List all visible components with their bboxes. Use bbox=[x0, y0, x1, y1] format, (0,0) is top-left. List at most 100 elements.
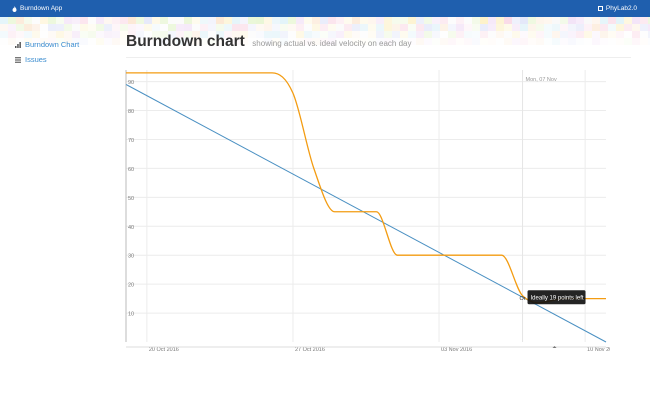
banner-tile bbox=[472, 17, 480, 24]
sidebar-item-burndown-chart[interactable]: Burndown Chart bbox=[15, 37, 115, 52]
banner-tile bbox=[456, 24, 464, 31]
banner-tile bbox=[160, 17, 168, 24]
banner-tile bbox=[192, 17, 200, 24]
banner-tile bbox=[400, 31, 408, 38]
banner-tile bbox=[184, 31, 192, 38]
banner-tile bbox=[496, 38, 504, 45]
banner-tile bbox=[472, 38, 480, 45]
x-tick-label: 03 Nov 2016 bbox=[441, 347, 472, 353]
brand-link[interactable]: Burndown App bbox=[12, 0, 62, 17]
banner-tile bbox=[504, 24, 512, 31]
banner-tile bbox=[288, 38, 296, 45]
banner-tile bbox=[72, 17, 80, 24]
banner-tile bbox=[312, 24, 320, 31]
banner-tile bbox=[344, 38, 352, 45]
banner-tile bbox=[24, 17, 32, 24]
banner-tile bbox=[16, 24, 24, 31]
bar-chart-icon bbox=[15, 41, 21, 48]
banner-tile bbox=[248, 24, 256, 31]
banner-tile bbox=[16, 17, 24, 24]
decorative-banner bbox=[0, 17, 650, 45]
banner-tile bbox=[536, 31, 544, 38]
banner-tile bbox=[120, 24, 128, 31]
banner-tile bbox=[64, 17, 72, 24]
banner-tile bbox=[312, 17, 320, 24]
banner-tile bbox=[232, 24, 240, 31]
banner-tile bbox=[416, 17, 424, 24]
banner-tile bbox=[544, 31, 552, 38]
banner-tile bbox=[168, 24, 176, 31]
banner-tile bbox=[600, 17, 608, 24]
banner-tile bbox=[208, 24, 216, 31]
banner-tile bbox=[232, 38, 240, 45]
banner-tile bbox=[120, 31, 128, 38]
banner-tile bbox=[216, 24, 224, 31]
banner-tile bbox=[384, 31, 392, 38]
banner-tile bbox=[80, 17, 88, 24]
banner-tile bbox=[88, 38, 96, 45]
banner-tile bbox=[136, 31, 144, 38]
banner-tile bbox=[416, 38, 424, 45]
banner-tile bbox=[512, 24, 520, 31]
banner-tile bbox=[64, 24, 72, 31]
banner-tile bbox=[536, 17, 544, 24]
banner-tile bbox=[96, 17, 104, 24]
series-line-actual bbox=[126, 72, 606, 304]
banner-tile bbox=[552, 31, 560, 38]
banner-tile bbox=[72, 31, 80, 38]
banner-tile bbox=[392, 31, 400, 38]
banner-tile bbox=[368, 17, 376, 24]
banner-tile bbox=[280, 24, 288, 31]
banner-tile bbox=[328, 24, 336, 31]
burndown-chart[interactable]: 10 20 30 40 50 60 70 80 90 20 Oct 2016 27 Oct 2016… bbox=[124, 68, 610, 353]
banner-tile bbox=[376, 38, 384, 45]
banner-tile bbox=[600, 24, 608, 31]
banner-tile bbox=[352, 38, 360, 45]
banner-tile bbox=[440, 24, 448, 31]
page-header: Burndown chart showing actual vs. ideal … bbox=[126, 33, 631, 58]
project-link[interactable]: PhyLab2.0 bbox=[597, 0, 637, 17]
banner-tile bbox=[96, 38, 104, 45]
banner-tile bbox=[16, 31, 24, 38]
banner-tile bbox=[120, 17, 128, 24]
chart-canvas[interactable]: 10 20 30 40 50 60 70 80 90 20 Oct 2016 27 Oct 2016… bbox=[124, 68, 610, 353]
banner-tile bbox=[504, 31, 512, 38]
sidebar-item-issues[interactable]: Issues bbox=[15, 52, 115, 67]
banner-tile bbox=[544, 38, 552, 45]
banner-tile bbox=[528, 31, 536, 38]
banner-tile bbox=[312, 38, 320, 45]
banner-tile bbox=[216, 17, 224, 24]
banner-tile bbox=[32, 31, 40, 38]
banner-tile bbox=[512, 17, 520, 24]
banner-tile bbox=[584, 38, 592, 45]
banner-tile bbox=[592, 31, 600, 38]
banner-tile bbox=[24, 31, 32, 38]
banner-tile bbox=[352, 31, 360, 38]
banner-tile bbox=[208, 31, 216, 38]
banner-tile bbox=[648, 24, 650, 31]
banner-tile bbox=[536, 24, 544, 31]
banner-tile bbox=[64, 38, 72, 45]
banner-tile bbox=[288, 17, 296, 24]
banner-tile bbox=[200, 24, 208, 31]
banner-tile bbox=[32, 38, 40, 45]
banner-tile bbox=[136, 38, 144, 45]
banner-tile bbox=[176, 38, 184, 45]
banner-tile bbox=[600, 31, 608, 38]
banner-tile bbox=[200, 31, 208, 38]
tooltip-box bbox=[527, 290, 586, 305]
banner-tile bbox=[264, 31, 272, 38]
banner-tile bbox=[224, 17, 232, 24]
banner-tile bbox=[80, 24, 88, 31]
banner-tile bbox=[560, 24, 568, 31]
banner-tile bbox=[480, 17, 488, 24]
banner-tile bbox=[224, 31, 232, 38]
banner-tile bbox=[200, 17, 208, 24]
banner-tile bbox=[624, 24, 632, 31]
banner-tile bbox=[112, 31, 120, 38]
banner-tile bbox=[256, 17, 264, 24]
y-tick-label: 20 bbox=[128, 283, 134, 289]
banner-tile bbox=[80, 38, 88, 45]
banner-tile bbox=[448, 31, 456, 38]
banner-tile bbox=[544, 17, 552, 24]
